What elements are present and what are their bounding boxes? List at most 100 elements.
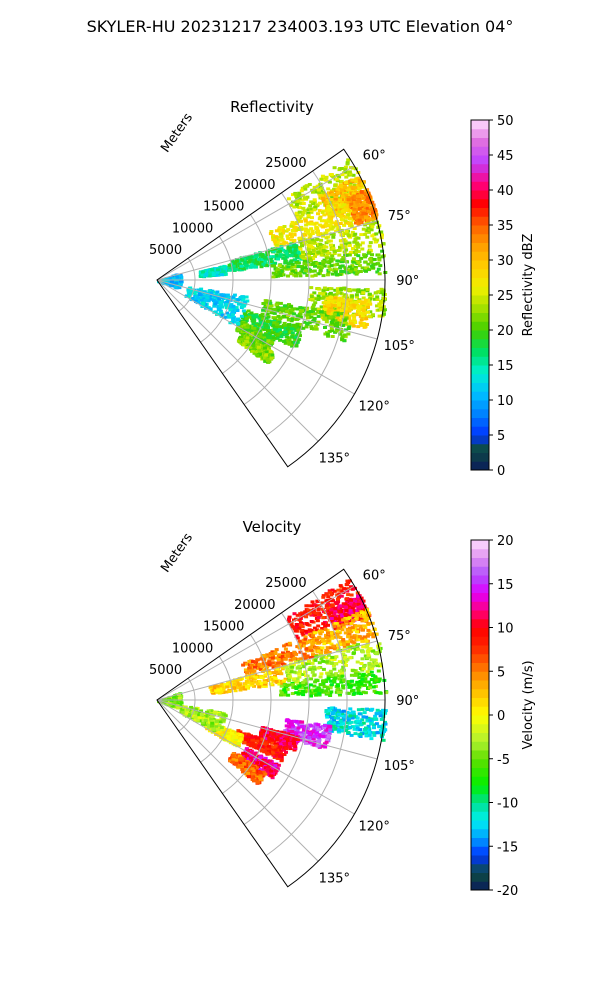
radar-pixel (351, 257, 356, 261)
radar-pixel (309, 310, 314, 314)
radar-pixel (254, 350, 259, 354)
radar-pixel (354, 615, 359, 619)
radar-pixel (264, 324, 269, 328)
radar-pixel (271, 255, 276, 259)
radar-pixel (314, 238, 319, 242)
radar-pixel (289, 203, 294, 207)
radar-pixel (282, 266, 287, 270)
radar-pixel (336, 626, 341, 630)
radar-pixel (353, 196, 358, 200)
radar-pixel (321, 595, 326, 599)
colorbar-segment (471, 338, 489, 348)
radar-pixel (346, 327, 351, 330)
radar-pixel (359, 302, 364, 306)
radar-pixel (304, 615, 309, 619)
radar-pixel (295, 261, 300, 265)
radar-pixel (271, 275, 276, 279)
radar-pixel (278, 670, 283, 673)
radar-pixel (251, 660, 255, 664)
radar-pixel (359, 256, 364, 260)
radar-pixel (251, 265, 256, 269)
radar-pixel (337, 168, 342, 172)
radar-pixel (290, 335, 295, 339)
radar-pixel (263, 255, 268, 259)
radar-pixel (272, 317, 277, 321)
radar-pixel (344, 313, 349, 317)
radar-pixel (221, 293, 226, 297)
radar-pixel (325, 628, 330, 632)
radar-pixel (309, 209, 314, 213)
radar-pixel (260, 337, 265, 341)
radar-pixel (272, 311, 277, 315)
radar-pixel (286, 247, 291, 251)
radar-pixel (327, 287, 332, 290)
radar-pixel (259, 265, 264, 269)
radar-pixel (272, 336, 277, 340)
radar-pixel (300, 613, 305, 617)
radar-pixel (199, 302, 204, 306)
radar-pixel (313, 325, 318, 329)
radar-pixel (323, 624, 328, 628)
colorbar-tick-label: 25 (497, 289, 514, 304)
radar-pixel (320, 655, 325, 659)
radar-pixel (370, 666, 375, 670)
radar-pixel (301, 642, 306, 645)
radar-pixel (365, 615, 370, 619)
radar-pixel (226, 314, 231, 318)
colorbar-tick-label: 35 (497, 219, 514, 234)
radar-pixel (369, 294, 374, 298)
radar-pixel (349, 319, 354, 323)
radar-pixel (289, 308, 293, 312)
radar-pixel (235, 318, 240, 322)
radar-pixel (254, 255, 259, 258)
radar-pixel (294, 203, 299, 207)
radar-pixel (365, 634, 370, 638)
colorbar-segment (471, 155, 489, 165)
radar-pixel (352, 227, 357, 230)
radar-pixel (358, 243, 363, 247)
radar-pixel (343, 245, 348, 249)
radar-pixel (275, 267, 280, 271)
radar-pixel (348, 250, 353, 254)
radar-pixel (347, 253, 352, 257)
radar-pixel (350, 185, 355, 189)
radar-pixel (213, 302, 218, 306)
radar-pixel (321, 667, 326, 671)
radar-pixel (327, 265, 332, 269)
radar-pixel (270, 353, 275, 357)
radar-pixel (168, 284, 173, 288)
radar-pixel (274, 670, 279, 673)
radar-pixel (295, 214, 300, 218)
radar-pixel (356, 647, 361, 651)
radar-pixel (326, 623, 330, 627)
radar-pixel (325, 332, 330, 336)
radar-pixel (339, 288, 343, 292)
radar-pixel (343, 242, 348, 246)
radar-pixel (296, 199, 301, 203)
radar-pixel (327, 612, 332, 616)
colorbar-segment (471, 242, 489, 252)
radar-pixel (263, 684, 268, 688)
radar-pixel (348, 205, 353, 209)
colorbar-segment (471, 268, 489, 278)
radar-pixel (305, 623, 310, 627)
radar-pixel (325, 273, 330, 277)
radar-pixel (365, 228, 370, 232)
radar-pixel (360, 619, 365, 623)
radar-pixel (306, 244, 311, 247)
radar-pixel (335, 649, 340, 653)
radar-pixel (330, 254, 335, 258)
radar-pixel (343, 167, 348, 171)
radar-pixel (237, 683, 242, 687)
radar-pixel (255, 666, 260, 670)
radar-pixel (351, 303, 356, 307)
radar-pixel (335, 288, 340, 292)
radar-pixel (209, 291, 214, 295)
radar-pixel (329, 173, 334, 176)
radar-pixel (356, 254, 361, 258)
radar-pixel (242, 304, 247, 308)
radar-pixel (223, 271, 228, 275)
radar-pixel (318, 185, 323, 189)
radar-pixel (349, 222, 354, 226)
radar-pixel (344, 609, 349, 612)
